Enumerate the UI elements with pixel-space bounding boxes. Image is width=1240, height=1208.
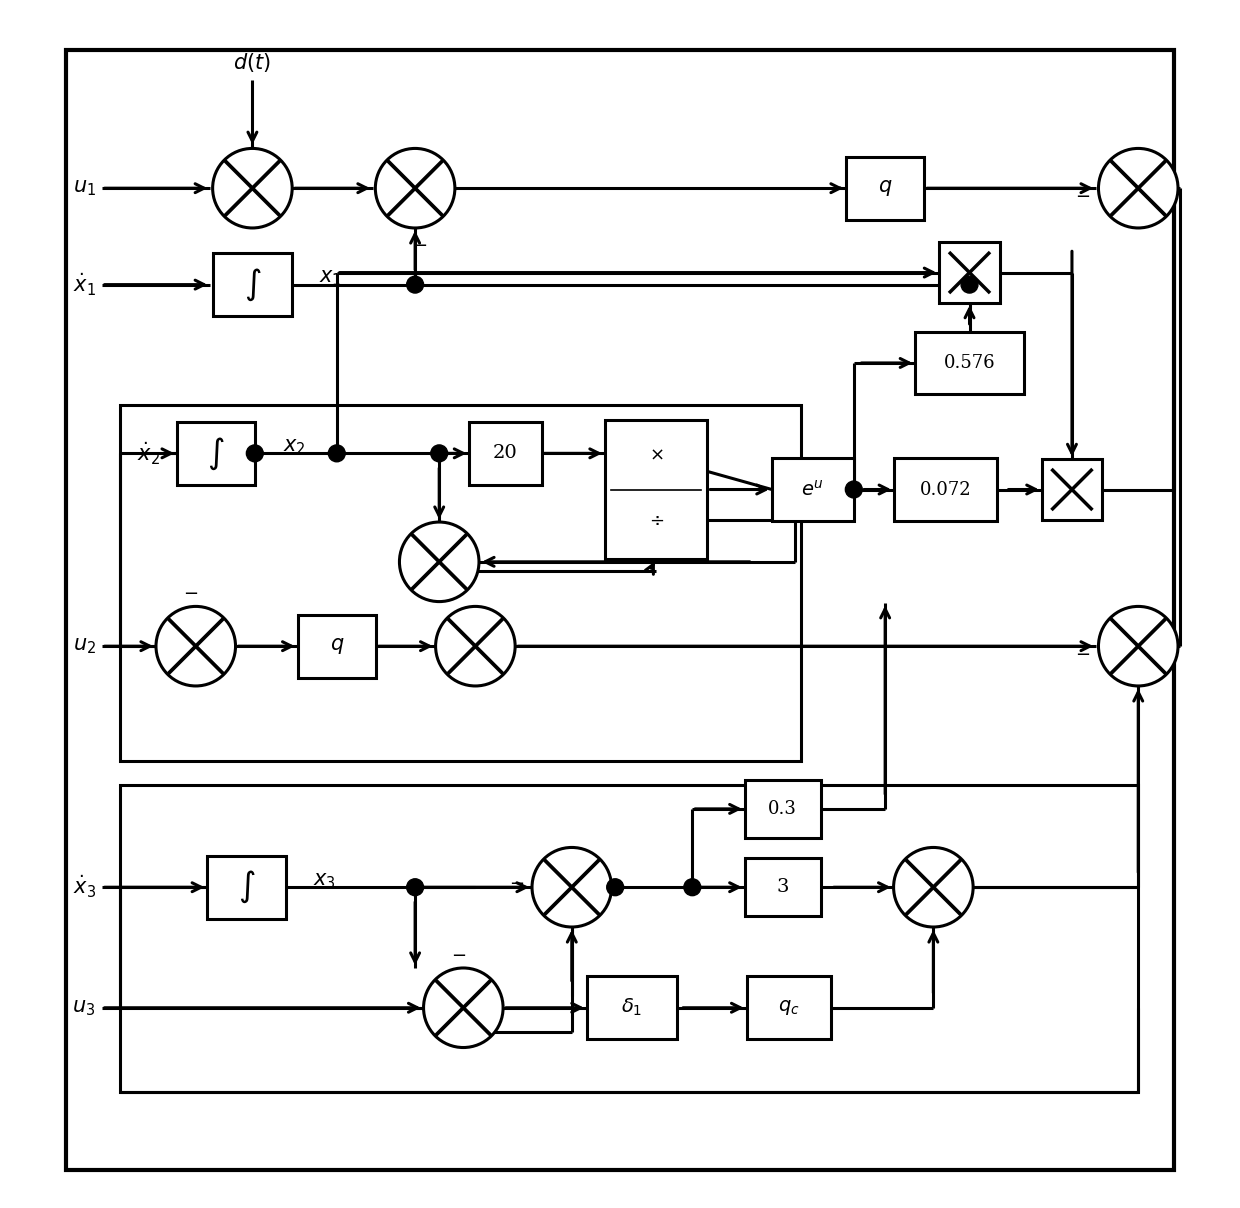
Bar <box>894 458 997 521</box>
Text: 0.3: 0.3 <box>769 800 797 818</box>
Circle shape <box>435 606 515 686</box>
Circle shape <box>684 878 701 895</box>
Circle shape <box>156 606 236 686</box>
Circle shape <box>399 522 479 602</box>
Text: $\int$: $\int$ <box>207 435 224 471</box>
Circle shape <box>424 968 503 1047</box>
Text: 3: 3 <box>776 878 789 896</box>
Bar <box>745 780 821 838</box>
Text: $\dot{x}_2$: $\dot{x}_2$ <box>136 440 160 466</box>
Text: $x_2$: $x_2$ <box>283 437 305 457</box>
Bar <box>746 976 831 1039</box>
Bar <box>120 405 801 761</box>
Text: $-$: $-$ <box>508 873 525 892</box>
Circle shape <box>329 445 345 461</box>
Text: $-$: $-$ <box>451 945 466 963</box>
Text: $q_c$: $q_c$ <box>777 998 800 1017</box>
Text: $u_3$: $u_3$ <box>72 998 95 1017</box>
Bar <box>745 859 821 916</box>
Circle shape <box>247 445 263 461</box>
Circle shape <box>894 848 973 927</box>
Text: $\dot{x}_1$: $\dot{x}_1$ <box>73 272 95 298</box>
Circle shape <box>606 878 624 895</box>
Bar <box>1042 459 1102 519</box>
Text: $\div$: $\div$ <box>649 511 663 529</box>
Text: 0.576: 0.576 <box>944 354 996 372</box>
Text: $x_1$: $x_1$ <box>319 269 341 289</box>
Text: $-$: $-$ <box>413 234 428 252</box>
Text: $\delta_1$: $\delta_1$ <box>621 997 642 1018</box>
Circle shape <box>212 149 293 228</box>
Circle shape <box>407 277 424 294</box>
Text: $-$: $-$ <box>1075 644 1090 662</box>
Circle shape <box>961 277 978 294</box>
Circle shape <box>376 149 455 228</box>
Text: $\int$: $\int$ <box>238 869 255 906</box>
Text: $q$: $q$ <box>878 179 893 198</box>
Text: $\dot{x}_3$: $\dot{x}_3$ <box>73 875 95 900</box>
Bar <box>605 420 707 559</box>
Bar <box>213 254 291 316</box>
Bar <box>771 458 854 521</box>
Circle shape <box>430 445 448 461</box>
Bar <box>298 615 376 678</box>
Circle shape <box>407 878 424 895</box>
Circle shape <box>1099 606 1178 686</box>
Circle shape <box>1099 149 1178 228</box>
Text: $-$: $-$ <box>184 583 198 600</box>
Text: $q$: $q$ <box>330 637 343 656</box>
Text: $x_3$: $x_3$ <box>312 871 336 892</box>
Bar <box>587 976 677 1039</box>
Text: $-$: $-$ <box>1075 186 1090 204</box>
Circle shape <box>846 481 862 498</box>
Text: $\times$: $\times$ <box>649 446 663 464</box>
Circle shape <box>532 848 611 927</box>
Text: 20: 20 <box>494 445 518 463</box>
Bar <box>177 422 255 484</box>
Bar <box>120 785 1138 1092</box>
Text: $\int$: $\int$ <box>243 267 262 303</box>
Text: $d(t)$: $d(t)$ <box>233 51 272 74</box>
Bar <box>470 422 542 484</box>
Text: $u_1$: $u_1$ <box>73 179 95 198</box>
Bar <box>915 332 1024 394</box>
Bar <box>207 856 285 918</box>
Text: 0.072: 0.072 <box>920 481 971 499</box>
Bar <box>940 243 999 303</box>
Text: $e^u$: $e^u$ <box>801 480 825 499</box>
Text: $u_2$: $u_2$ <box>73 637 95 656</box>
Bar <box>846 157 924 220</box>
